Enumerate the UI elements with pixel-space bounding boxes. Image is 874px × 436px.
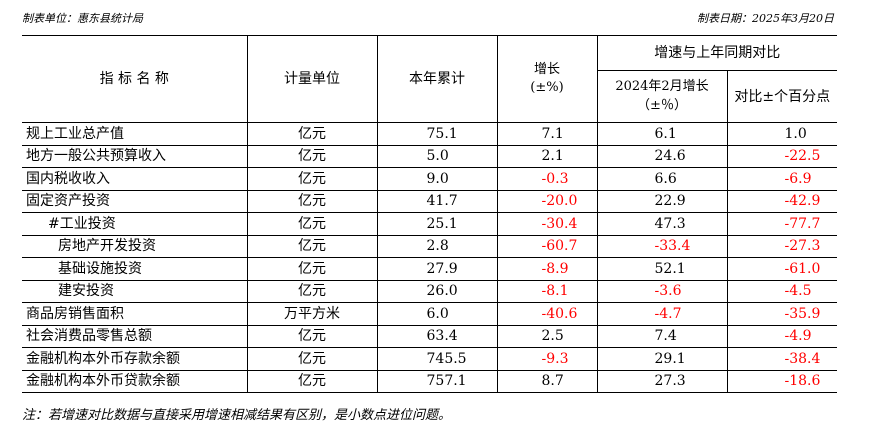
row-unit: 亿元: [246, 280, 377, 303]
row-ytd: 757.1: [376, 370, 497, 393]
row-growth: 2.1: [496, 145, 597, 168]
row-prev: 6.1: [596, 122, 727, 145]
row-diff: -42.9: [726, 190, 837, 213]
row-name: 建安投资: [58, 283, 114, 300]
row-diff: -4.5: [726, 280, 837, 303]
issuer-label: 制表单位：惠东县统计局: [22, 12, 143, 25]
row-name: 金融机构本外币存款余额: [26, 350, 180, 367]
row-growth: -20.0: [496, 190, 597, 213]
table-row: 社会消费品零售总额 亿元 63.4 2.5 7.4 -4.9: [22, 325, 837, 348]
row-name: 规上工业总产值: [26, 125, 124, 142]
row-unit: 亿元: [246, 190, 377, 213]
row-ytd: 9.0: [376, 167, 497, 190]
issue-date-label: 制表日期：2025年3月20日: [697, 12, 834, 25]
row-prev: 29.1: [596, 347, 727, 370]
row-diff: -35.9: [726, 302, 837, 325]
row-ytd: 27.9: [376, 257, 497, 280]
header-prev-growth-line1: 2024年2月增长: [615, 79, 709, 95]
row-name: 房地产开发投资: [58, 238, 156, 255]
row-prev: -33.4: [596, 235, 727, 258]
row-name: 社会消费品零售总额: [26, 328, 152, 345]
header-prev-growth: 2024年2月增长 （±％）: [596, 70, 727, 123]
row-unit: 亿元: [246, 235, 377, 258]
table-row: #工业投资 亿元 25.1 -30.4 47.3 -77.7: [22, 212, 837, 235]
row-growth: 7.1: [496, 122, 597, 145]
row-unit: 万平方米: [246, 302, 377, 325]
statistics-table: 指 标 名 称 计量单位 本年累计 增长 (±%) 增速与上年同期对比 2024…: [22, 35, 837, 393]
header-growth-line1: 增长: [533, 61, 560, 77]
row-ytd: 63.4: [376, 325, 497, 348]
row-name: 基础设施投资: [58, 260, 142, 277]
table-row: 商品房销售面积 万平方米 6.0 -40.6 -4.7 -35.9: [22, 302, 837, 325]
row-ytd: 26.0: [376, 280, 497, 303]
row-prev: -4.7: [596, 302, 727, 325]
table-row: 建安投资 亿元 26.0 -8.1 -3.6 -4.5: [22, 280, 837, 303]
row-ytd: 25.1: [376, 212, 497, 235]
row-unit: 亿元: [246, 167, 377, 190]
row-growth: -0.3: [496, 167, 597, 190]
row-ytd: 75.1: [376, 122, 497, 145]
row-ytd: 2.8: [376, 235, 497, 258]
table-row: 规上工业总产值 亿元 75.1 7.1 6.1 1.0: [22, 122, 837, 145]
row-prev: 27.3: [596, 370, 727, 393]
table-row: 固定资产投资 亿元 41.7 -20.0 22.9 -42.9: [22, 190, 837, 213]
row-unit: 亿元: [246, 325, 377, 348]
row-diff: -38.4: [726, 347, 837, 370]
table-row: 地方一般公共预算收入 亿元 5.0 2.1 24.6 -22.5: [22, 145, 837, 168]
row-growth: -8.9: [496, 257, 597, 280]
row-unit: 亿元: [246, 257, 377, 280]
header-growth: 增长 (±%): [496, 35, 597, 123]
header-compare-group: 增速与上年同期对比: [596, 35, 837, 71]
table-row: 国内税收收入 亿元 9.0 -0.3 6.6 -6.9: [22, 167, 837, 190]
row-diff: -61.0: [726, 257, 837, 280]
row-name: 国内税收收入: [26, 170, 110, 187]
row-diff: 1.0: [726, 122, 837, 145]
header-diff: 对比±个百分点: [726, 70, 837, 123]
row-growth: -60.7: [496, 235, 597, 258]
row-prev: 22.9: [596, 190, 727, 213]
row-name: 金融机构本外币贷款余额: [26, 373, 180, 390]
row-diff: -77.7: [726, 212, 837, 235]
row-ytd: 745.5: [376, 347, 497, 370]
row-diff: -18.6: [726, 370, 837, 393]
row-ytd: 5.0: [376, 145, 497, 168]
row-unit: 亿元: [246, 370, 377, 393]
row-prev: 6.6: [596, 167, 727, 190]
table-row: 基础设施投资 亿元 27.9 -8.9 52.1 -61.0: [22, 257, 837, 280]
row-unit: 亿元: [246, 347, 377, 370]
row-diff: -4.9: [726, 325, 837, 348]
row-name: #工业投资: [48, 215, 116, 232]
row-ytd: 41.7: [376, 190, 497, 213]
table-row: 金融机构本外币贷款余额 亿元 757.1 8.7 27.3 -18.6: [22, 370, 837, 393]
header-unit: 计量单位: [246, 35, 377, 123]
row-prev: -3.6: [596, 280, 727, 303]
row-prev: 52.1: [596, 257, 727, 280]
row-growth: -9.3: [496, 347, 597, 370]
header-ytd: 本年累计: [376, 35, 497, 123]
row-growth: -8.1: [496, 280, 597, 303]
row-name: 商品房销售面积: [26, 305, 124, 322]
row-prev: 47.3: [596, 212, 727, 235]
row-growth: -30.4: [496, 212, 597, 235]
row-growth: 8.7: [496, 370, 597, 393]
row-diff: -27.3: [726, 235, 837, 258]
table-row: 金融机构本外币存款余额 亿元 745.5 -9.3 29.1 -38.4: [22, 347, 837, 370]
footnote: 注：若增速对比数据与直接采用增速相减结果有区别，是小数点进位问题。: [22, 408, 452, 423]
row-unit: 亿元: [246, 145, 377, 168]
header-name: 指 标 名 称: [22, 35, 247, 123]
row-unit: 亿元: [246, 122, 377, 145]
row-name: 固定资产投资: [26, 193, 110, 210]
row-diff: -22.5: [726, 145, 837, 168]
row-unit: 亿元: [246, 212, 377, 235]
row-name: 地方一般公共预算收入: [26, 148, 166, 165]
row-ytd: 6.0: [376, 302, 497, 325]
header-growth-line2: (±%): [530, 80, 564, 95]
row-growth: -40.6: [496, 302, 597, 325]
row-diff: -6.9: [726, 167, 837, 190]
row-prev: 24.6: [596, 145, 727, 168]
row-growth: 2.5: [496, 325, 597, 348]
table-row: 房地产开发投资 亿元 2.8 -60.7 -33.4 -27.3: [22, 235, 837, 258]
row-prev: 7.4: [596, 325, 727, 348]
header-prev-growth-line2: （±％）: [637, 97, 687, 113]
